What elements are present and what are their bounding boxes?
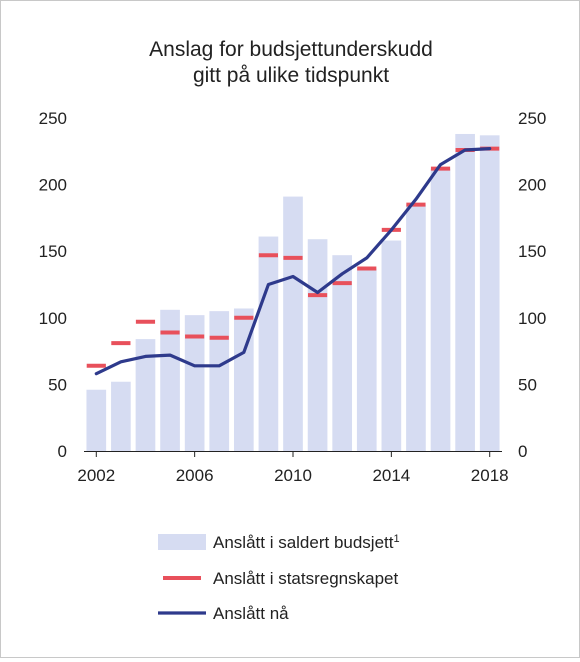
y-tick-right-0: 0 — [518, 442, 527, 461]
y-tick-right-200: 200 — [518, 176, 546, 195]
y-tick-left-250: 250 — [39, 109, 67, 128]
bar-2016 — [430, 168, 451, 451]
bar-2014 — [381, 240, 402, 451]
bar-2017 — [455, 133, 475, 451]
x-tick-label-2002: 2002 — [77, 466, 115, 485]
bar-2015 — [406, 204, 426, 451]
bar-2011 — [307, 239, 328, 451]
bar-2006 — [184, 315, 205, 451]
bar-2012 — [332, 255, 353, 451]
y-tick-right-100: 100 — [518, 309, 546, 328]
y-tick-right-50: 50 — [518, 375, 537, 394]
y-tick-left-50: 50 — [48, 375, 67, 394]
legend-label-statsregnskapet: Anslått i statsregnskapet — [213, 569, 398, 588]
y-tick-right-250: 250 — [518, 109, 546, 128]
bar-2009 — [258, 236, 279, 451]
x-tick-label-2006: 2006 — [176, 466, 214, 485]
bar-2002 — [86, 389, 107, 451]
bar-2005 — [160, 309, 180, 451]
bar-2004 — [135, 339, 156, 451]
x-tick-label-2010: 2010 — [274, 466, 312, 485]
y-tick-left-100: 100 — [39, 309, 67, 328]
y-tick-left-0: 0 — [58, 442, 67, 461]
bar-2007 — [209, 311, 230, 451]
legend-swatch-saldert — [158, 534, 206, 550]
bar-2013 — [356, 268, 377, 451]
y-tick-right-150: 150 — [518, 242, 546, 261]
bar-2018 — [479, 135, 500, 452]
x-tick-label-2014: 2014 — [372, 466, 410, 485]
y-tick-left-150: 150 — [39, 242, 67, 261]
bar-2003 — [111, 381, 131, 451]
chart-title-line1: Anslag for budsjettunderskudd — [149, 38, 433, 61]
y-tick-left-200: 200 — [39, 176, 67, 195]
bar-2008 — [233, 308, 254, 451]
line-series-naa — [94, 147, 492, 376]
chart-title-line2: gitt på ulike tidspunkt — [193, 64, 389, 87]
legend-label-naa: Anslått nå — [213, 604, 289, 623]
legend-label-saldert: Anslått i saldert budsjett1 — [213, 533, 400, 552]
x-tick-label-2018: 2018 — [471, 466, 509, 485]
bar-2010 — [283, 196, 303, 451]
